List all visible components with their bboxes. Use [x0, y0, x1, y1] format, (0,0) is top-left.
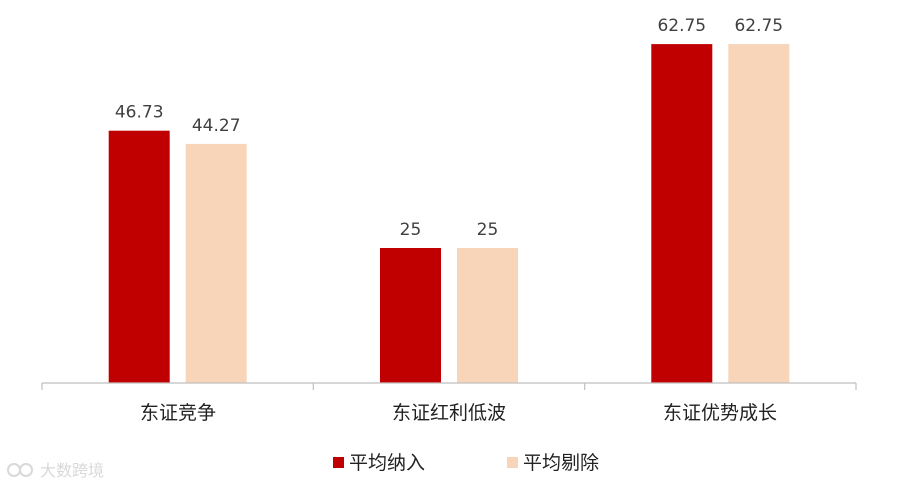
value-label-series-0-cat-2: 62.75	[657, 16, 706, 36]
watermark-text: 大数跨境	[40, 461, 104, 480]
value-label-series-0-cat-1: 25	[400, 220, 422, 240]
legend-label-series-0: 平均纳入	[349, 452, 425, 474]
value-label-series-1-cat-2: 62.75	[734, 16, 783, 36]
value-label-series-1-cat-0: 44.27	[192, 116, 241, 136]
value-labels-group: 46.73 44.27 25 25 62.75 62.75	[115, 16, 783, 240]
value-label-series-0-cat-0: 46.73	[115, 103, 164, 123]
bars-group	[108, 44, 790, 383]
watermark: 大数跨境	[7, 461, 104, 480]
bar-series-1-cat-1	[457, 248, 518, 383]
legend-swatch-series-0	[333, 457, 344, 468]
legend: 平均纳入 平均剔除	[333, 452, 599, 474]
bar-series-0-cat-2	[651, 44, 713, 383]
bar-series-1-cat-2	[728, 44, 790, 383]
bar-series-0-cat-0	[108, 130, 170, 383]
bar-series-1-cat-0	[185, 143, 247, 383]
legend-swatch-series-1	[507, 457, 518, 468]
x-tick-label: 东证竞争	[140, 402, 216, 424]
bar-series-0-cat-1	[380, 248, 441, 383]
watermark-logo-icon	[7, 463, 33, 477]
x-tick-label: 东证红利低波	[392, 402, 506, 424]
x-tick-label: 东证优势成长	[663, 402, 777, 424]
legend-label-series-1: 平均剔除	[523, 452, 599, 474]
value-label-series-1-cat-1: 25	[477, 220, 499, 240]
